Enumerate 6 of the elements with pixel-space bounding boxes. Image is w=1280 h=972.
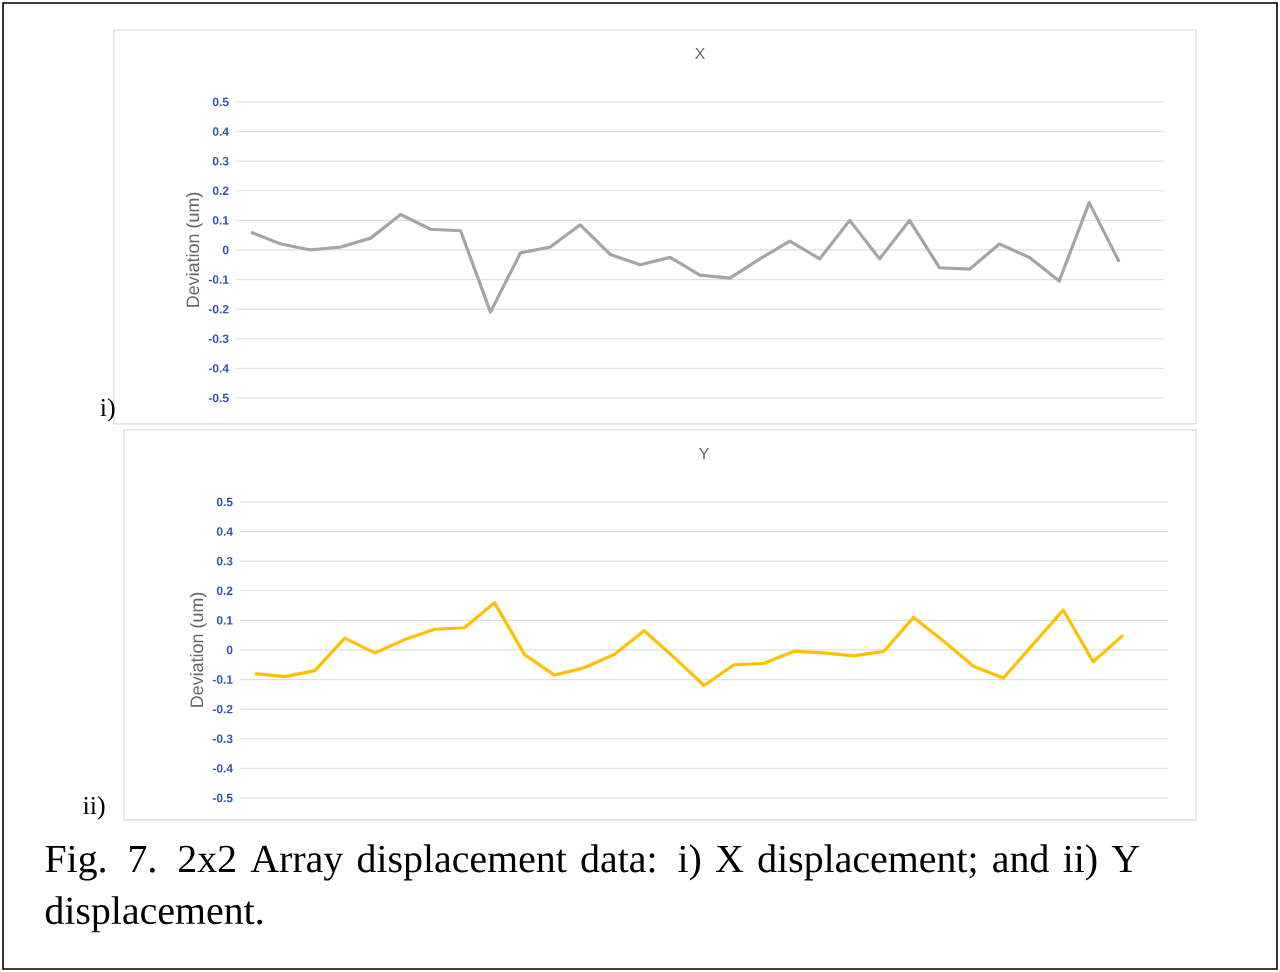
line-series (249, 201, 1121, 314)
y-axis-title: Deviation (um) (185, 192, 203, 307)
text: i) (100, 398, 115, 422)
caption: Fig. 7. 2x2 Array displacement data: i) X displacement; and ii) Y displacement. (45, 844, 1140, 933)
text: ii) (83, 796, 105, 820)
y-axis-title: Deviation (um) (189, 592, 207, 707)
